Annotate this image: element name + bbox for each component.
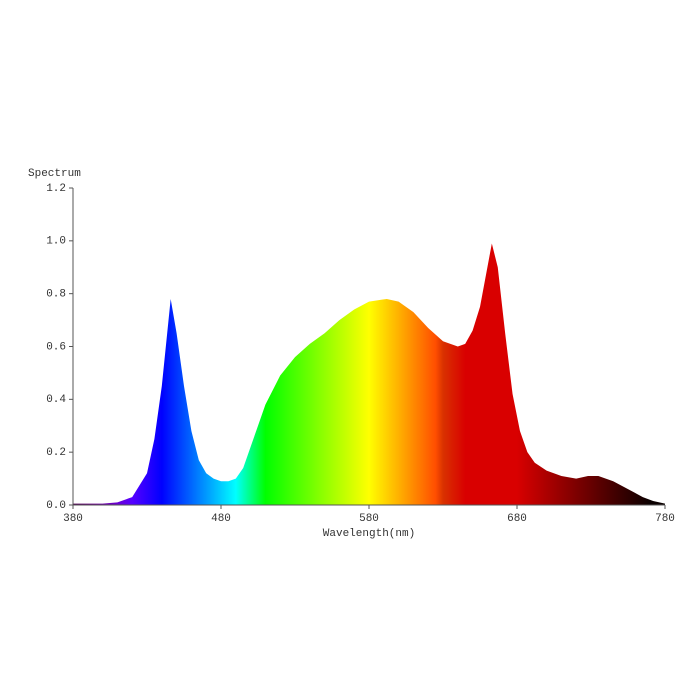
- y-tick-label: 0.6: [46, 341, 66, 353]
- y-tick-label: 1.2: [46, 183, 66, 195]
- y-axis-title: Spectrum: [28, 168, 81, 180]
- x-tick-label: 680: [507, 513, 527, 525]
- x-axis-title: Wavelength(nm): [323, 528, 415, 540]
- x-tick-label: 780: [655, 513, 675, 525]
- y-tick-label: 0.2: [46, 447, 66, 459]
- y-tick-label: 0.8: [46, 289, 66, 301]
- spectrum-area: [73, 243, 665, 505]
- y-tick-label: 1.0: [46, 236, 66, 248]
- y-tick-label: 0.0: [46, 500, 66, 512]
- y-tick-label: 0.4: [46, 394, 66, 406]
- x-tick-label: 380: [63, 513, 83, 525]
- x-tick-label: 580: [359, 513, 379, 525]
- x-tick-label: 480: [211, 513, 231, 525]
